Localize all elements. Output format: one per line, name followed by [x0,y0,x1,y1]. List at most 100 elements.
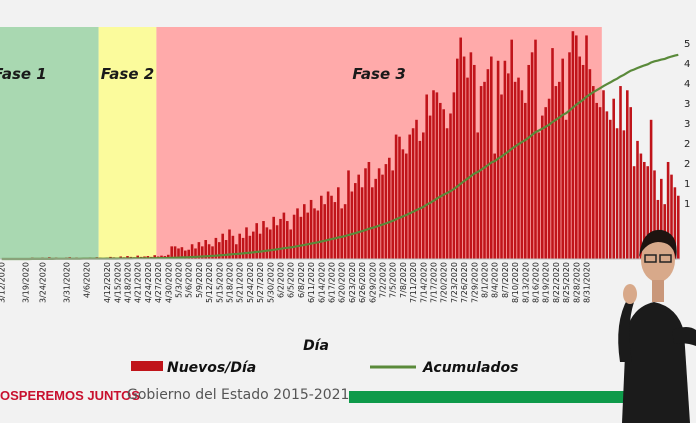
phase-label-3: Fase 3 [352,65,405,83]
bar [677,195,680,259]
bar [292,214,296,259]
y-tick-label: 3 [684,119,690,130]
bar [592,86,595,260]
bar [272,216,275,259]
bar [357,174,360,259]
x-tick-label: 7/29/2020 [470,262,479,303]
x-tick-label: 8/28/2020 [572,262,581,303]
legend-label-acumulados: Acumulados [422,360,518,376]
x-tick-label: 5/9/2020 [195,262,204,298]
bar [255,223,258,259]
bar [252,231,255,259]
bar [207,244,211,259]
footer-green-bar [349,391,649,403]
x-tick-label: 5/12/2020 [205,262,214,303]
footer: OSPEREMOS JUNTOS Gobierno del Estado 201… [0,378,696,418]
bars-nuevos-dia [0,31,680,260]
phase-band-2 [98,27,157,259]
bar [517,77,520,259]
bar [323,204,326,259]
bar [425,94,428,259]
x-tick-label: 8/31/2020 [583,262,592,303]
bar [388,157,391,259]
bar [571,31,575,259]
legend-label-nuevos: Nuevos/Día [167,360,256,376]
x-tick-label: 5/6/2020 [185,262,194,298]
x-tick-label: 5/30/2020 [266,262,275,303]
bar [235,244,238,259]
bar [493,153,496,259]
bar [568,52,571,260]
bar [578,56,581,260]
x-tick-label: 7/14/2020 [419,262,428,303]
x-tick-label: 6/14/2020 [317,262,326,303]
bar [598,107,602,260]
x-tick-label: 6/20/2020 [338,262,347,303]
bar [537,132,541,259]
bar [602,90,605,259]
x-tick-label: 4/21/2020 [134,262,143,303]
y-tick-label: 5 [684,39,690,50]
bar [398,136,401,259]
x-tick-label: 3/31/2020 [62,262,71,303]
bar [439,102,442,259]
bar [476,132,479,259]
bar [632,166,636,259]
bar [544,107,547,260]
bar [228,229,231,259]
x-tick-label: 6/23/2020 [348,262,357,303]
bar [418,140,422,259]
bar [394,134,398,259]
bar [612,98,615,259]
x-tick-label: 6/2/2020 [277,262,286,298]
bar [214,237,218,259]
legend-swatch-nuevos [131,361,163,371]
x-tick-label: 4/27/2020 [154,262,163,303]
bar [204,240,207,259]
bar [595,102,598,259]
bar [384,164,388,259]
y-tick-label: 4 [684,79,690,90]
x-tick-label: 8/16/2020 [532,262,541,303]
bar [245,227,248,259]
bar [221,233,224,259]
bar [347,170,350,259]
bar [660,178,663,259]
sign-language-interpreter-figure [618,229,696,423]
bar [286,221,289,259]
bar [194,248,197,259]
x-tick-label: 7/8/2020 [399,262,408,298]
bar [636,140,639,259]
bar [224,240,228,259]
bar [371,187,374,259]
bar [231,235,235,259]
x-tick-label: 5/3/2020 [175,262,184,298]
x-tick-label: 4/12/2020 [103,262,112,303]
bar [561,58,564,259]
x-tick-label: 3/24/2020 [39,262,48,303]
bar [190,244,194,259]
bar [673,187,677,259]
bar [615,128,619,259]
x-tick-label: 7/5/2020 [389,262,398,298]
bar [248,235,252,259]
bar [313,208,316,259]
bar [415,119,418,259]
bar [405,153,408,259]
bar [337,187,340,259]
x-tick-label: 5/18/2020 [226,262,235,303]
bar [180,247,184,259]
bar [527,64,530,259]
bar [201,246,204,259]
bar [500,94,503,259]
bar [609,119,612,259]
x-tick-label: 7/23/2020 [450,262,459,303]
bar [354,183,357,259]
x-tick-label: 8/13/2020 [521,262,530,303]
x-tick-label: 6/8/2020 [297,262,306,298]
bar [320,195,323,259]
y-tick-labels: 5 4 4 3 3 2 2 1 1 [684,39,690,210]
bar [479,86,483,260]
x-tick-label: 8/10/2020 [511,262,520,303]
